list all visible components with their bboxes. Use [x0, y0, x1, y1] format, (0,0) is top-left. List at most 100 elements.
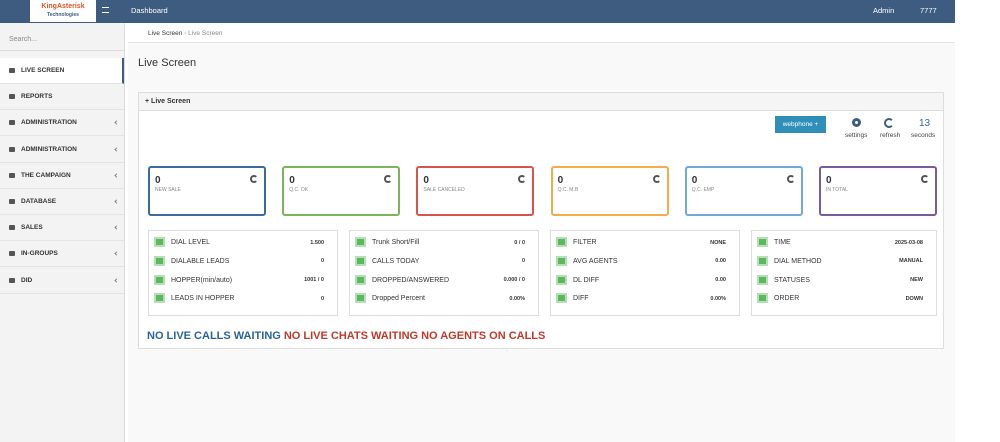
panel-header: + Live Screen	[139, 93, 943, 111]
stat-card: 0 IN TOTAL	[819, 166, 937, 216]
sidebar-icon	[9, 251, 15, 257]
countdown-unit: seconds	[911, 132, 936, 139]
sidebar-icon	[9, 277, 15, 283]
stats-box: TIME 2025-03-08 DIAL METHOD MANUAL STATUSES N…	[751, 230, 937, 316]
logo-text: KingAsterisk	[41, 3, 85, 10]
sidebar-item[interactable]: ADMINISTRATION	[0, 137, 124, 163]
sidebar-item[interactable]: DATABASE	[0, 189, 124, 215]
card-value: 0	[826, 175, 832, 186]
card-value: 0	[691, 175, 698, 186]
panel: + Live Screen webphone + settings refres…	[138, 92, 944, 349]
card-value: 0	[557, 175, 564, 186]
stat-value: 2025-03-08	[894, 239, 923, 246]
stat-badge	[154, 293, 165, 304]
card-refresh-icon	[384, 175, 393, 183]
breadcrumb-item[interactable]: Live Screen	[148, 30, 183, 37]
refresh-icon[interactable]	[884, 118, 894, 128]
card-value: 0	[423, 175, 429, 186]
sidebar-icon	[9, 172, 15, 178]
sidebar-label: THE CAMPAIGN	[21, 171, 71, 179]
stat-value: 0.00	[715, 258, 726, 265]
refresh-label[interactable]: refresh	[880, 132, 901, 139]
stat-badge	[556, 255, 567, 266]
status-line: NO LIVE CALLS WAITING NO LIVE CHATS WAITI…	[147, 330, 548, 342]
sidebar-icon	[9, 94, 15, 100]
page-title: Live Screen	[138, 57, 197, 69]
sidebar-icon	[9, 120, 15, 126]
stat-label: DIAL LEVEL	[171, 239, 211, 246]
logo[interactable]: KingAsterisk Technologies	[30, 0, 96, 22]
sidebar-label: DID	[21, 276, 33, 284]
stat-card: 0 Q.C. OK	[282, 166, 401, 216]
sidebar-item[interactable]: LIVE SCREEN	[0, 58, 124, 84]
card-refresh-icon	[250, 175, 258, 183]
search-box[interactable]: Search...	[0, 29, 124, 51]
sidebar-item[interactable]: THE CAMPAIGN	[0, 163, 124, 189]
stat-badge	[556, 237, 567, 247]
stat-label: STATUSES	[774, 276, 810, 284]
chevron	[114, 199, 119, 204]
stat-badge	[355, 274, 366, 285]
stat-card: 0 SALE CANCELED	[416, 166, 535, 216]
sidebar-label: IN-GROUPS	[21, 250, 58, 258]
logo-sub: Technologies	[47, 12, 79, 18]
card-label: Q.C. EMP	[691, 187, 715, 193]
top-bar: KingAsterisk Technologies Dashboard Admin…	[0, 0, 955, 23]
stat-badge	[556, 274, 567, 285]
sidebar-icon	[9, 146, 15, 152]
card-value: 0	[155, 175, 161, 186]
stat-badge	[757, 293, 768, 304]
stat-label: HOPPER(min/auto)	[171, 276, 233, 284]
sidebar-label: ADMINISTRATION	[21, 145, 77, 153]
nav-dashboard[interactable]: Dashboard	[131, 6, 168, 15]
card-value: 0	[289, 175, 295, 186]
stat-value: MANUAL	[899, 258, 923, 265]
stat-label: DROPPED/ANSWERED	[372, 276, 450, 284]
content: Live Screen › Live Screen Live Screen + …	[128, 23, 955, 442]
stat-card: 0 Q.C. M.B	[550, 166, 669, 216]
sidebar-item[interactable]: ADMINISTRATION	[0, 110, 124, 137]
settings-label[interactable]: settings	[845, 132, 868, 139]
sidebar-item[interactable]: REPORTS	[0, 84, 124, 111]
sidebar-icon	[9, 68, 15, 73]
countdown: 13	[919, 118, 931, 129]
chevron	[114, 146, 119, 152]
stat-value: NEW	[910, 277, 923, 284]
stat-value: 0.00%	[509, 295, 525, 302]
status-text: NO AGENTS ON CALLS	[421, 330, 546, 342]
sidebar-label: REPORTS	[21, 93, 53, 101]
status-text: NO LIVE CALLS WAITING	[147, 330, 281, 342]
breadcrumb-bar: Live Screen › Live Screen	[128, 23, 955, 43]
sidebar-label: LIVE SCREEN	[21, 67, 65, 74]
sidebar-label: SALES	[21, 224, 43, 232]
stat-value: 0.00	[715, 277, 726, 284]
sidebar-item[interactable]: SALES	[0, 215, 124, 242]
stat-badge	[154, 255, 165, 266]
stat-badge	[757, 274, 768, 285]
stat-value: 0 / 0	[514, 239, 525, 246]
sidebar-item[interactable]: DID	[0, 268, 124, 294]
stat-value: 0.00%	[710, 295, 726, 302]
stat-badge	[355, 255, 366, 266]
stats-box: FILTER NONE AVG AGENTS 0.00 DL DIFF 0.00 DIFF 0…	[550, 230, 740, 316]
settings-icon[interactable]	[852, 118, 861, 127]
chevron	[114, 173, 119, 178]
sidebar-icon	[9, 225, 15, 231]
stat-badge	[556, 293, 567, 304]
user-menu[interactable]: Admin	[873, 6, 895, 15]
stat-badge	[757, 255, 768, 266]
chevron	[114, 120, 119, 126]
stat-value: 1001 / 0	[304, 277, 324, 284]
webphone-button[interactable]: webphone +	[775, 116, 826, 133]
menu-toggle[interactable]	[102, 7, 109, 13]
sidebar-item[interactable]: IN-GROUPS	[0, 241, 124, 268]
card-refresh-icon	[652, 175, 661, 183]
stat-badge	[154, 274, 165, 285]
stat-label: LEADS IN HOPPER	[171, 295, 235, 303]
stat-badge	[154, 237, 165, 247]
extension[interactable]: 7777	[920, 6, 937, 15]
stat-label: DIFF	[573, 295, 589, 303]
breadcrumb-item: Live Screen	[188, 30, 223, 37]
chevron	[114, 251, 119, 257]
